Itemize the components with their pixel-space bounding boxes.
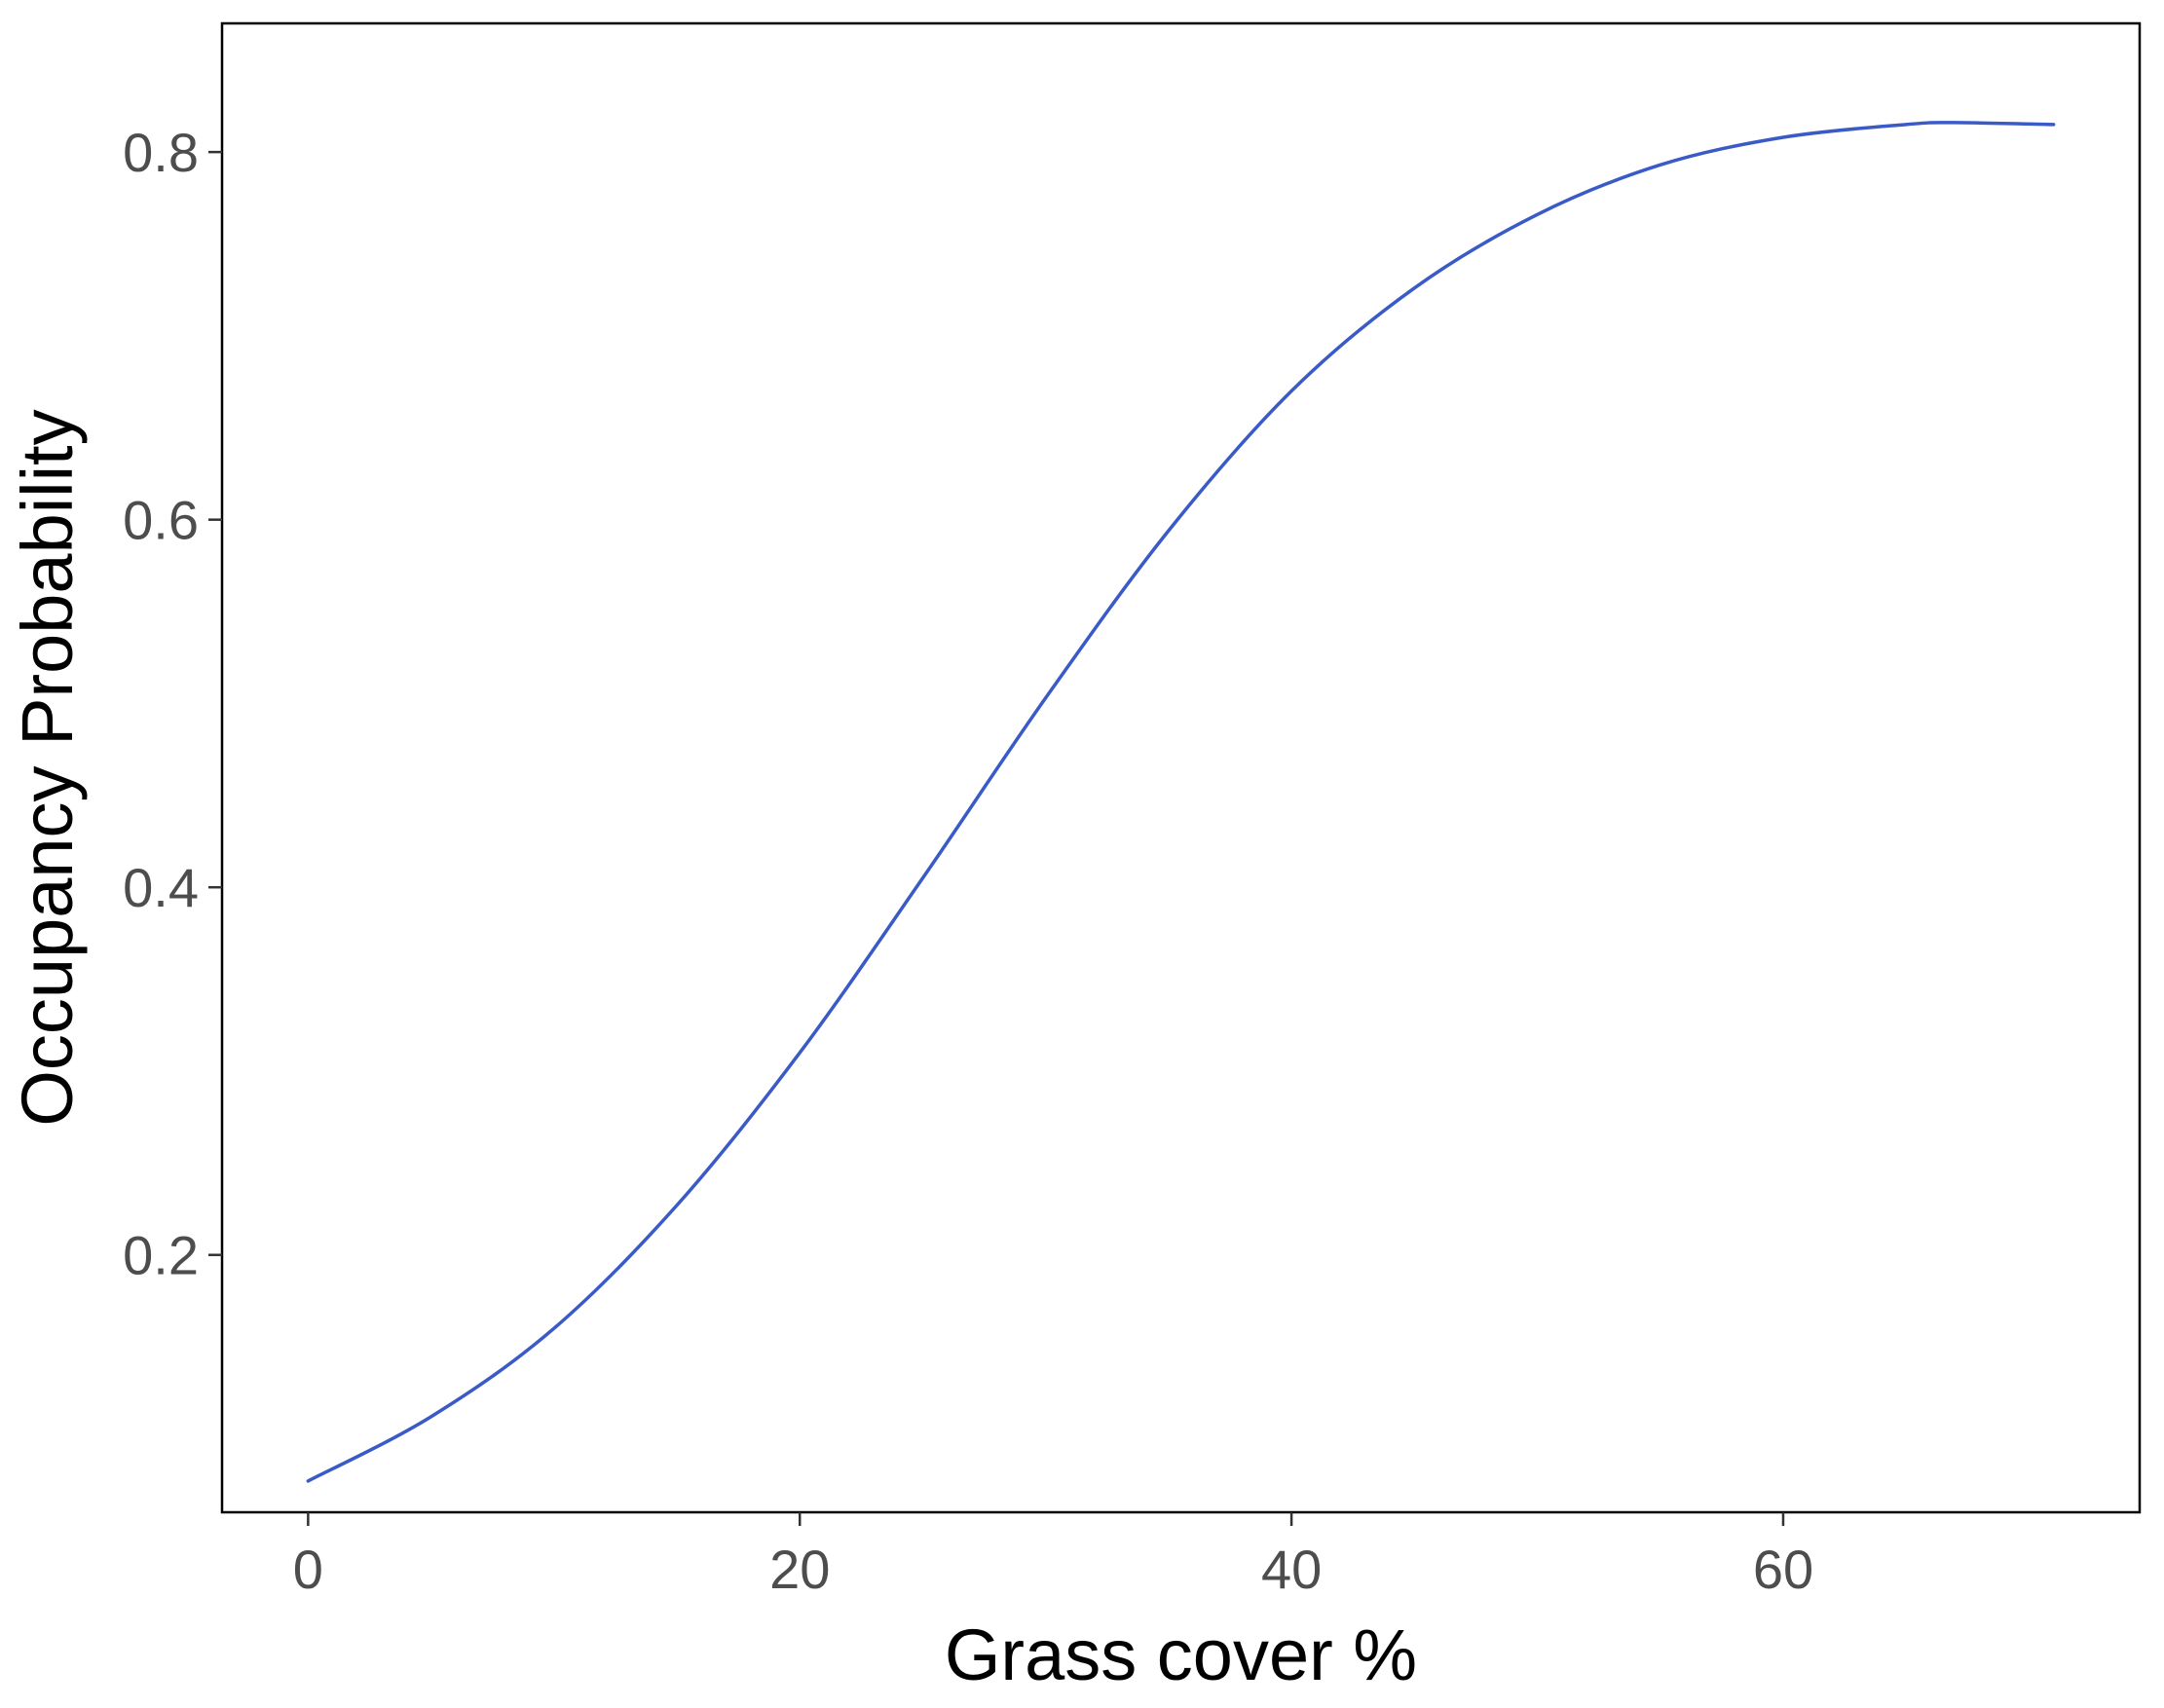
y-axis: 0.2 0.4 0.6 0.8 bbox=[123, 122, 222, 1286]
y-tick-label: 0.6 bbox=[123, 490, 199, 551]
y-axis-title: Occupancy Probability bbox=[7, 409, 88, 1126]
series-layer bbox=[306, 121, 2056, 1483]
x-tick-label: 60 bbox=[1753, 1539, 1813, 1600]
y-tick-label: 0.4 bbox=[123, 857, 199, 918]
plot-panel-border bbox=[220, 21, 2142, 1514]
x-tick-label: 40 bbox=[1261, 1539, 1322, 1600]
series-line bbox=[306, 121, 2056, 1483]
x-axis: 0 20 40 60 bbox=[293, 1512, 1813, 1600]
y-tick-label: 0.2 bbox=[123, 1225, 199, 1286]
x-tick-label: 20 bbox=[769, 1539, 830, 1600]
y-tick-label: 0.8 bbox=[123, 122, 199, 183]
x-tick-label: 0 bbox=[293, 1539, 323, 1600]
x-axis-title: Grass cover % bbox=[945, 1615, 1417, 1695]
